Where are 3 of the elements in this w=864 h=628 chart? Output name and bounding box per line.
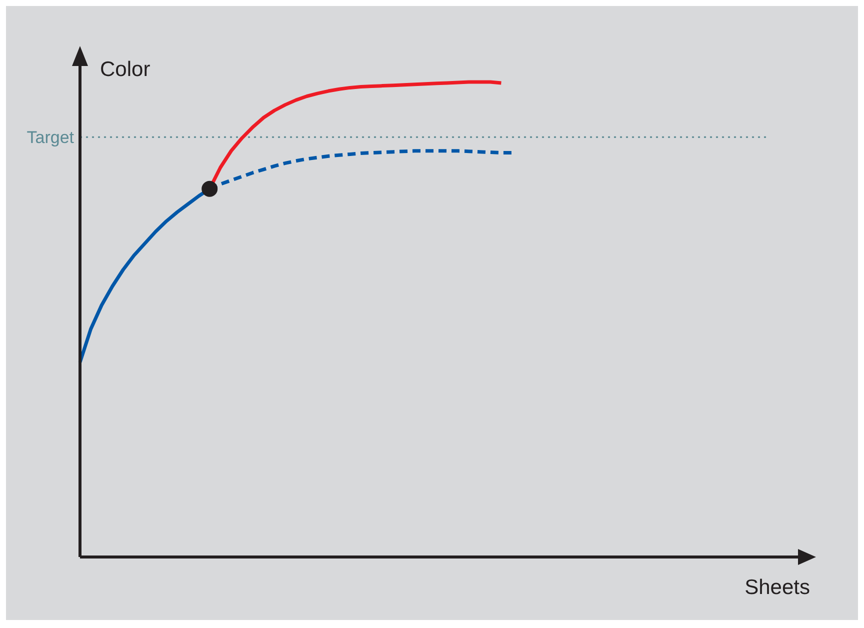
text: Sheets: [744, 576, 810, 599]
y-axis-title: Color: [100, 58, 150, 81]
ref-line-label: Target: [26, 128, 74, 148]
